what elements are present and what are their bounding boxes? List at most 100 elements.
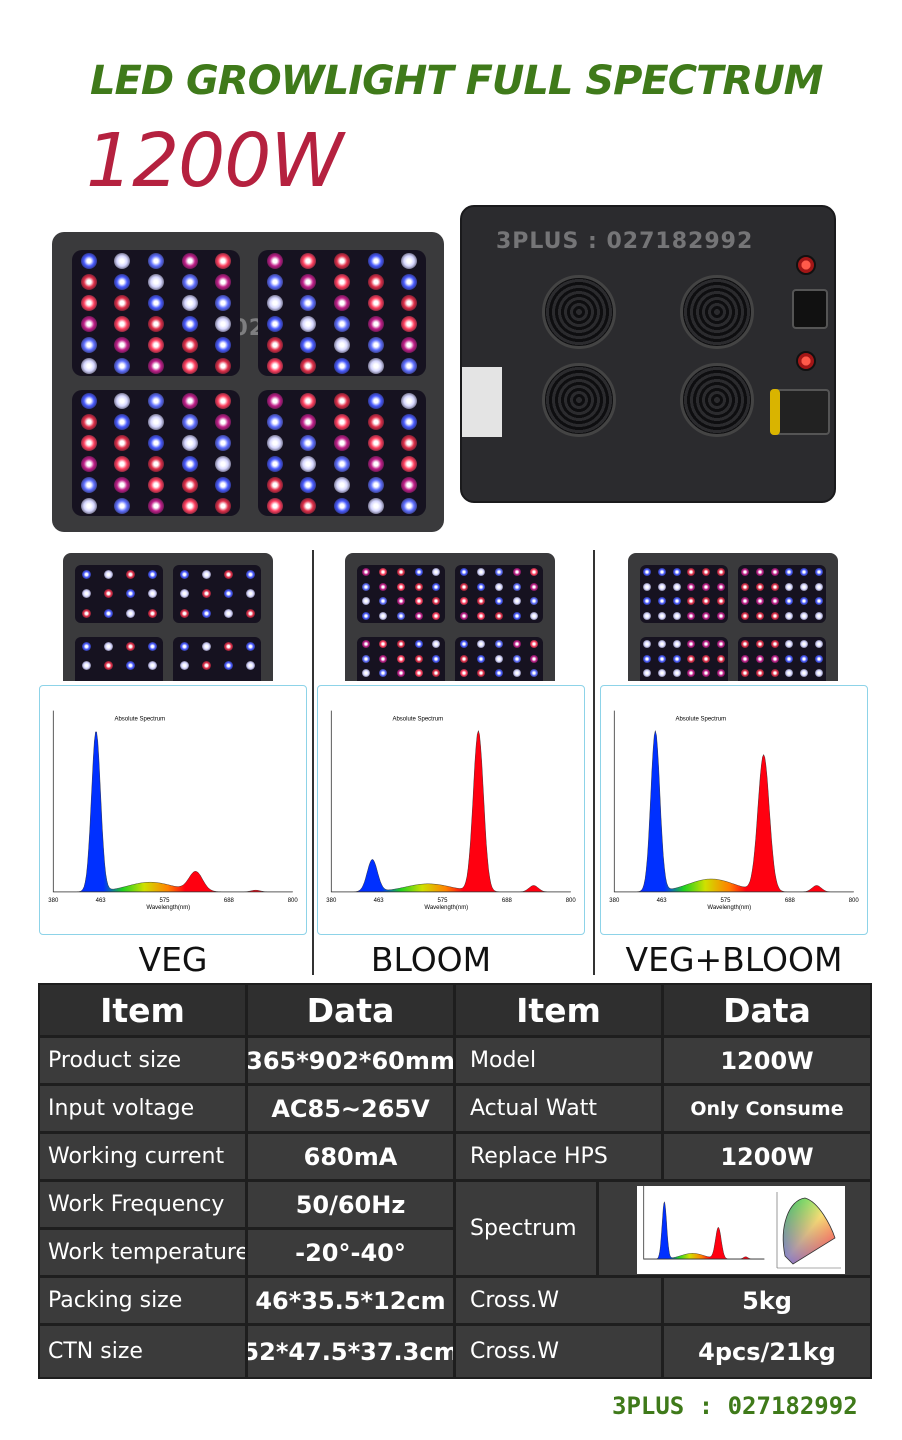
spectrum-tick-label: 688 [502, 898, 513, 904]
power-rating: 1200W [86, 118, 343, 204]
fan-icon [680, 363, 754, 437]
table-cell-data: 680mA [248, 1134, 453, 1179]
led-array [72, 250, 240, 376]
led-array [173, 565, 261, 623]
table-cell-data: 52*47.5*37.3cm [248, 1326, 453, 1377]
spectrum-axis [330, 710, 571, 893]
fan-icon [542, 275, 616, 349]
table-cell-data: AC85~265V [248, 1086, 453, 1131]
spectrum-tick-label: 380 [326, 898, 337, 904]
divider [312, 550, 314, 975]
fan-icon [542, 363, 616, 437]
led-array [75, 637, 163, 681]
spectrum-xlabel: Wavelength(nm) [146, 905, 190, 911]
spectrum-xlabel: Wavelength(nm) [707, 905, 751, 911]
table-cell-item: Working current [40, 1134, 245, 1179]
spectrum-axis [52, 710, 293, 893]
table-cell-data: 50/60Hz [248, 1182, 453, 1227]
power-inlet-icon [792, 289, 828, 329]
led-array [173, 637, 261, 681]
spectrum-tick-label: 800 [849, 898, 860, 904]
table-cell-data: 4pcs/21kg [664, 1326, 870, 1377]
power-switch-icon [796, 255, 816, 275]
led-array [357, 637, 445, 681]
table-header: Item [456, 985, 661, 1035]
spectrum-tick-label: 800 [288, 898, 299, 904]
spectrum-curve [53, 731, 293, 893]
table-cell-data: 1200W [664, 1134, 870, 1179]
veg-spectrum-chart: Absolute Spectrum 380 463 575 688 800 Waveleng… [39, 685, 307, 935]
footer-contact: 3PLUS : 027182992 [612, 1392, 858, 1420]
spectrum-curve [643, 1201, 765, 1260]
table-cell-item: Model [456, 1038, 661, 1083]
table-cell-data: Only Consume [664, 1086, 870, 1131]
spectrum-axis [643, 1182, 765, 1260]
mode-label-veg: VEG [138, 940, 208, 979]
spectrum-tick-label: 800 [566, 898, 577, 904]
vegbloom-mode-panel [628, 553, 838, 681]
led-array [640, 637, 728, 681]
table-cell-data: 5kg [664, 1278, 870, 1323]
cie-chromaticity-thumbnail [771, 1186, 845, 1274]
led-array [72, 390, 240, 516]
table-cell-item: Product size [40, 1038, 245, 1083]
spectrum-tick-label: 575 [437, 898, 448, 904]
spectrum-curve [614, 730, 854, 893]
table-cell-item: Work Frequency [40, 1182, 245, 1227]
mode-label-bloom: BLOOM [370, 940, 492, 979]
led-array [738, 637, 826, 681]
mode-label-vegbloom: VEG+BLOOM [625, 940, 843, 979]
table-cell-item: Replace HPS [456, 1134, 661, 1179]
spectrum-tick-label: 463 [657, 898, 668, 904]
vegbloom-spectrum-chart: Absolute Spectrum 380 463 575 688 800 Waveleng… [600, 685, 868, 935]
warning-sticker [770, 389, 780, 435]
led-array [258, 390, 426, 516]
table-cell-item: Packing size [40, 1278, 245, 1323]
table-cell-item: Cross.W [456, 1326, 661, 1377]
product-title: LED GROWLIGHT FULL SPECTRUM [90, 58, 823, 104]
table-cell-item: Input voltage [40, 1086, 245, 1131]
table-cell-data: 46*35.5*12cm [248, 1278, 453, 1323]
fan-icon [680, 275, 754, 349]
table-cell-data: 1200W [664, 1038, 870, 1083]
led-array [357, 565, 445, 623]
led-array [738, 565, 826, 623]
spectrum-xlabel: Wavelength(nm) [424, 905, 468, 911]
table-cell-data: -20°-40° [248, 1230, 453, 1275]
power-switch-icon [796, 351, 816, 371]
spectrum-tick-label: 380 [609, 898, 620, 904]
spectrum-curve [331, 729, 571, 893]
led-panel-front: 3PLUS : 027182992 [52, 232, 444, 532]
led-array [640, 565, 728, 623]
veg-mode-panel [63, 553, 273, 681]
spectrum-tick-label: 688 [224, 898, 235, 904]
led-array [455, 565, 543, 623]
table-cell-item: Actual Watt [456, 1086, 661, 1131]
spectrum-tick-label: 463 [96, 898, 107, 904]
table-cell-item: Work temperature [40, 1230, 245, 1275]
table-header: Item [40, 985, 245, 1035]
led-array [258, 250, 426, 376]
bloom-mode-panel [345, 553, 555, 681]
spectrum-tick-label: 575 [159, 898, 170, 904]
spectrum-axis [613, 710, 854, 893]
spec-label-plate [462, 367, 502, 437]
table-cell-data: 365*902*60mm [248, 1038, 453, 1083]
divider [593, 550, 595, 975]
spectrum-tick-label: 463 [374, 898, 385, 904]
spectrum-tick-label: 688 [785, 898, 796, 904]
daisy-chain-socket-icon [770, 389, 830, 435]
table-cell-item: Cross.W [456, 1278, 661, 1323]
spectrum-thumbnails [599, 1182, 870, 1275]
watermark: 3PLUS : 027182992 [496, 229, 754, 254]
spectrum-tick-label: 575 [720, 898, 731, 904]
led-array [455, 637, 543, 681]
table-header: Data [248, 985, 453, 1035]
table-cell-item: Spectrum [456, 1182, 596, 1275]
spectrum-title: Absolute Spectrum [392, 717, 443, 723]
spec-table: Item Data Item Data Product size 365*902… [38, 983, 872, 1379]
table-cell-item: CTN size [40, 1326, 245, 1377]
spectrum-title: Absolute Spectrum [114, 717, 165, 723]
led-panel-back: 3PLUS : 027182992 [460, 205, 836, 503]
spectrum-title: Absolute Spectrum [675, 717, 726, 723]
